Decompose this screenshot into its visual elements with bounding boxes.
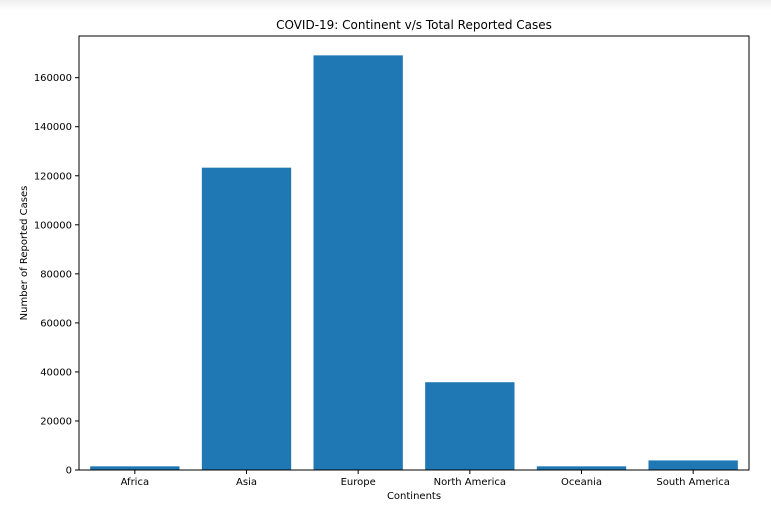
x-axis-label: Continents: [387, 491, 441, 502]
bar-north-america: [425, 382, 515, 470]
bar-south-america: [648, 460, 738, 470]
window-top-strip: [0, 0, 771, 10]
bar-africa: [90, 466, 180, 470]
y-tick-label: 20000: [40, 416, 72, 427]
y-tick-label: 100000: [34, 220, 72, 231]
bar-europe: [313, 55, 403, 471]
y-axis-label: Number of Reported Cases: [19, 186, 30, 321]
y-tick-label: 80000: [40, 269, 72, 280]
axes-frame: [78, 35, 750, 471]
y-tick-label: 60000: [40, 318, 72, 329]
y-tick-label: 140000: [34, 122, 72, 133]
x-tick-label: Oceania: [561, 477, 602, 488]
bar-oceania: [536, 466, 627, 470]
x-tick-label: North America: [434, 477, 506, 488]
x-tick-label: South America: [656, 477, 730, 488]
x-tick-label: Asia: [236, 477, 257, 488]
bar-asia: [201, 167, 292, 470]
y-tick-label: 120000: [34, 171, 72, 182]
x-tick-label: Africa: [121, 477, 150, 488]
x-tick-label: Europe: [341, 477, 376, 488]
y-tick-label: 40000: [40, 367, 72, 378]
plot-area: Africa Asia Europe North America Oceania Sout…: [34, 35, 750, 488]
y-tick-label: 0: [66, 466, 72, 477]
chart-title: COVID-19: Continent v/s Total Reported C…: [276, 18, 552, 32]
y-tick-label: 160000: [34, 73, 72, 84]
